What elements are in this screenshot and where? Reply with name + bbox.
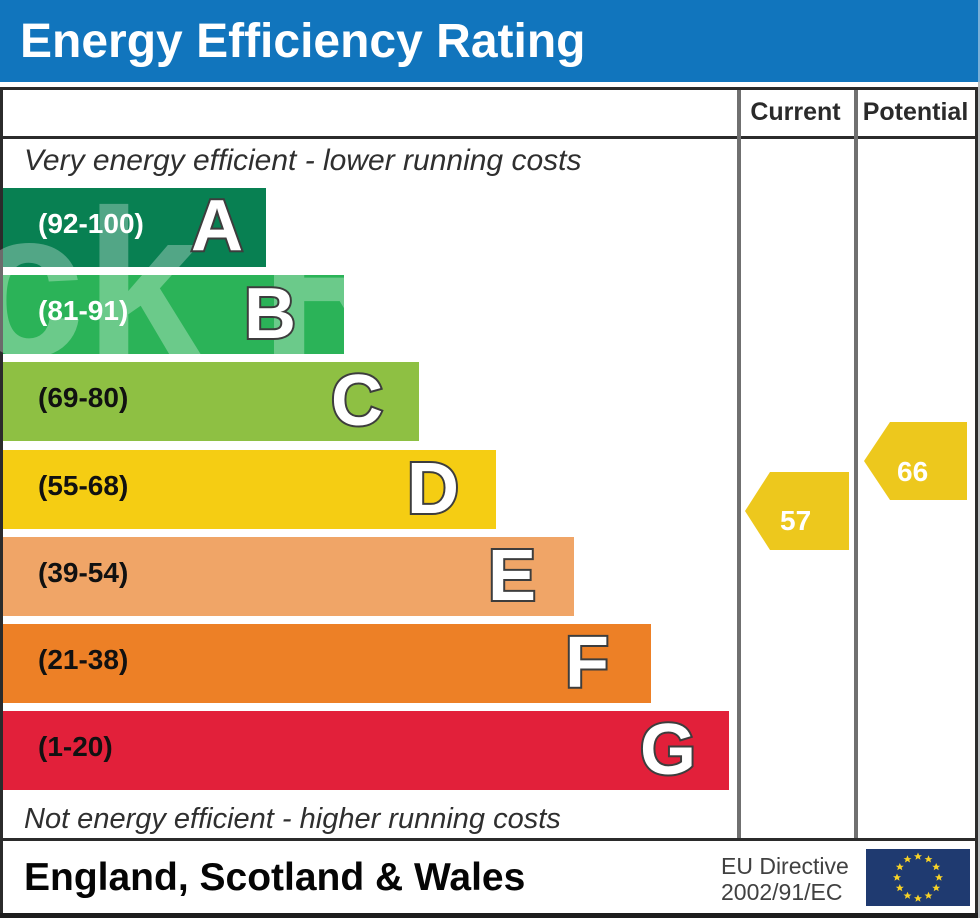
svg-text:A: A xyxy=(191,186,243,266)
svg-text:B: B xyxy=(244,274,296,354)
svg-text:C: C xyxy=(331,361,383,441)
svg-text:D: D xyxy=(407,449,459,529)
svg-text:57: 57 xyxy=(780,505,811,536)
svg-text:F: F xyxy=(565,623,609,703)
svg-text:66: 66 xyxy=(897,456,928,487)
svg-text:G: G xyxy=(640,710,696,790)
svg-text:E: E xyxy=(488,536,536,616)
